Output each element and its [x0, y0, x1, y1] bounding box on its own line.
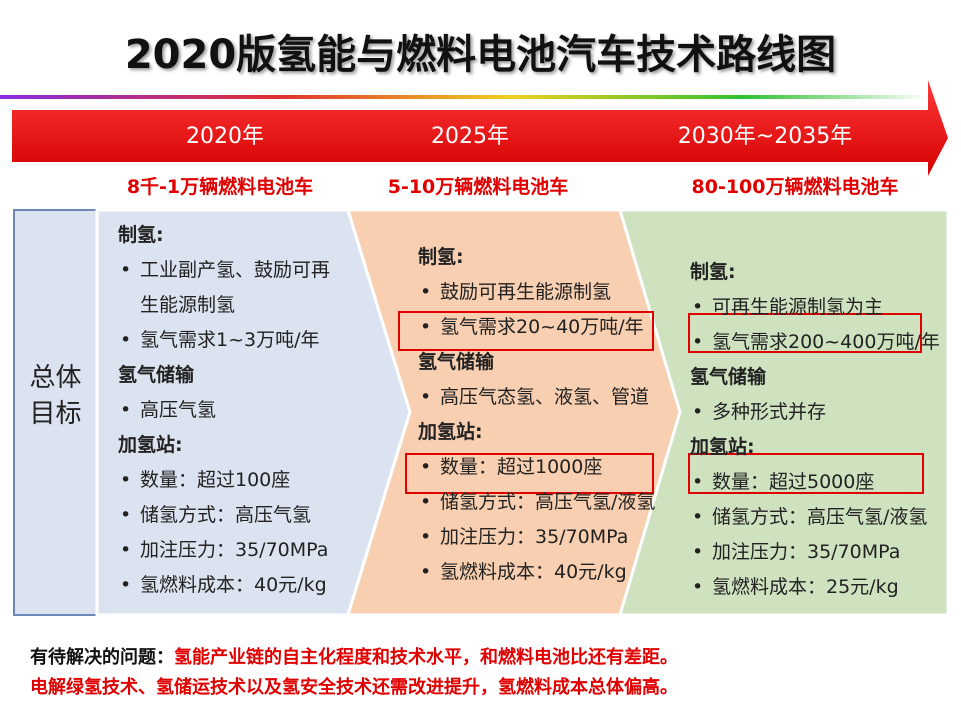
timeline-year: 2020年 [186, 124, 264, 149]
bullet-item: 氢燃料成本：40元/kg [418, 555, 658, 590]
bullet-item: 氢燃料成本：40元/kg [118, 568, 338, 603]
section-heading: 氢气储输 [418, 351, 495, 373]
problem-line: 有待解决的问题：氢能产业链的自主化程度和技术水平，和燃料电池比还有差距。 [30, 643, 678, 669]
bullet-item: 储氢方式：高压气氢/液氢 [418, 485, 658, 520]
bullet-item: 工业副产氢、鼓励可再生能源制氢 [118, 253, 338, 323]
section-heading: 加氢站: [690, 436, 755, 458]
bullet-item: 可再生能源制氢为主 [690, 290, 940, 325]
section-heading: 加氢站: [118, 434, 183, 456]
problem-text: 电解绿氢技术、氢储运技术以及氢安全技术还需改进提升，氢燃料成本总体偏高。 [30, 677, 678, 698]
row-label: 总体 目标 [14, 360, 97, 432]
problem-text: 氢能产业链的自主化程度和技术水平，和燃料电池比还有差距。 [174, 647, 678, 668]
bullet-item: 氢气需求1~3万吨/年 [118, 323, 338, 358]
column: 制氢: 可再生能源制氢为主氢气需求200~400万吨/年氢气储输多种形式并存加氢站… [690, 255, 940, 605]
row-label-line: 目标 [29, 399, 82, 429]
bullet-item: 加注压力：35/70MPa [418, 520, 658, 555]
bullet-item: 加注压力：35/70MPa [118, 533, 338, 568]
section-heading: 制氢: [690, 261, 736, 283]
section-heading: 氢气储输 [118, 364, 195, 386]
bullet-item: 储氢方式：高压气氢 [118, 498, 338, 533]
bullet-item: 多种形式并存 [690, 395, 940, 430]
section-heading: 制氢: [418, 246, 464, 268]
section-heading: 加氢站: [418, 421, 483, 443]
bullet-item: 氢燃料成本：25元/kg [690, 570, 940, 605]
row-label-line: 总体 [29, 363, 82, 393]
bullet-item: 鼓励可再生能源制氢 [418, 275, 658, 310]
bullet-item: 氢气需求200~400万吨/年 [690, 325, 940, 360]
bullet-item: 储氢方式：高压气氢/液氢 [690, 500, 940, 535]
bullet-item: 高压气态氢、液氢、管道 [418, 380, 658, 415]
target: 80-100万辆燃料电池车 [691, 176, 899, 198]
bullet-item: 数量：超过100座 [118, 463, 338, 498]
problem-line: 电解绿氢技术、氢储运技术以及氢安全技术还需改进提升，氢燃料成本总体偏高。 [30, 673, 678, 699]
bullet-item: 高压气氢 [118, 393, 338, 428]
target: 5-10万辆燃料电池车 [387, 176, 569, 198]
target: 8千-1万辆燃料电池车 [126, 176, 314, 198]
title: 2020版氢能与燃料电池汽车技术路线图 [124, 32, 837, 78]
column: 制氢: 鼓励可再生能源制氢氢气需求20~40万吨/年氢气储输高压气态氢、液氢、管道… [418, 240, 658, 590]
section-heading: 氢气储输 [690, 366, 767, 388]
bullet-item: 氢气需求20~40万吨/年 [418, 310, 658, 345]
column: 制氢: 工业副产氢、鼓励可再生能源制氢氢气需求1~3万吨/年氢气储输高压气氢加氢站… [118, 218, 338, 603]
section-heading: 制氢: [118, 224, 164, 246]
problem-label: 有待解决的问题： [30, 647, 174, 668]
bullet-item: 数量：超过5000座 [690, 465, 940, 500]
bullet-item: 数量：超过1000座 [418, 450, 658, 485]
bullet-item: 加注压力：35/70MPa [690, 535, 940, 570]
timeline-year: 2025年 [431, 124, 509, 149]
timeline-year: 2030年~2035年 [677, 124, 853, 149]
